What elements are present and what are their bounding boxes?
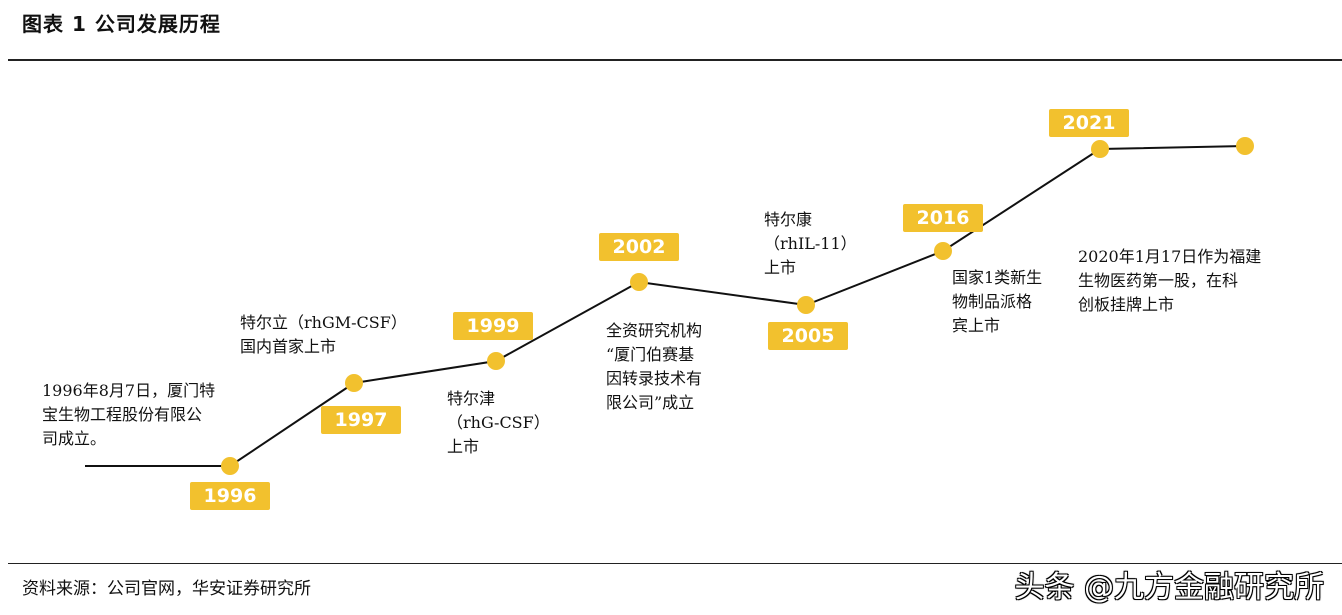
source-note: 资料来源：公司官网，华安证券研究所 bbox=[22, 579, 311, 599]
bottom-rule bbox=[8, 563, 1342, 564]
year-badge-2016: 2016 bbox=[903, 204, 983, 232]
event-text-2005: 特尔康 （rhIL-11） 上市 bbox=[764, 210, 857, 277]
event-text-2016: 国家1类新生 物制品派格 宾上市 bbox=[952, 268, 1043, 335]
figure-title: 图表 1 公司发展历程 bbox=[22, 12, 221, 36]
year-badge-1999: 1999 bbox=[453, 312, 533, 340]
timeline-node-1999 bbox=[487, 352, 505, 370]
timeline-node-2005 bbox=[797, 296, 815, 314]
event-text-1997: 特尔立（rhGM-CSF） 国内首家上市 bbox=[240, 313, 407, 356]
timeline-node-2002 bbox=[630, 273, 648, 291]
watermark: 头条 @九方金融研究所 bbox=[1014, 570, 1324, 605]
year-badge-2002: 2002 bbox=[599, 233, 679, 261]
timeline-node-1996 bbox=[221, 457, 239, 475]
year-badge-2021: 2021 bbox=[1049, 109, 1129, 137]
event-text-2021: 2020年1月17日作为福建 生物医药第一股，在科 创板挂牌上市 bbox=[1078, 247, 1262, 314]
timeline-line bbox=[85, 145, 1246, 467]
year-badge-2005: 2005 bbox=[768, 322, 848, 350]
event-text-2002: 全资研究机构 “厦门伯赛基 因转录技术有 限公司”成立 bbox=[606, 321, 703, 412]
top-rule bbox=[8, 59, 1342, 61]
year-badge-1996: 1996 bbox=[190, 482, 270, 510]
timeline-node-2016 bbox=[934, 242, 952, 260]
timeline-node-2021 bbox=[1091, 140, 1109, 158]
event-text-1996: 1996年8月7日，厦门特 宝生物工程股份有限公 司成立。 bbox=[42, 381, 216, 448]
year-badge-1997: 1997 bbox=[321, 406, 401, 434]
event-text-1999: 特尔津 （rhG-CSF） 上市 bbox=[447, 389, 550, 456]
timeline-node-end bbox=[1236, 137, 1254, 155]
timeline-node-1997 bbox=[345, 374, 363, 392]
